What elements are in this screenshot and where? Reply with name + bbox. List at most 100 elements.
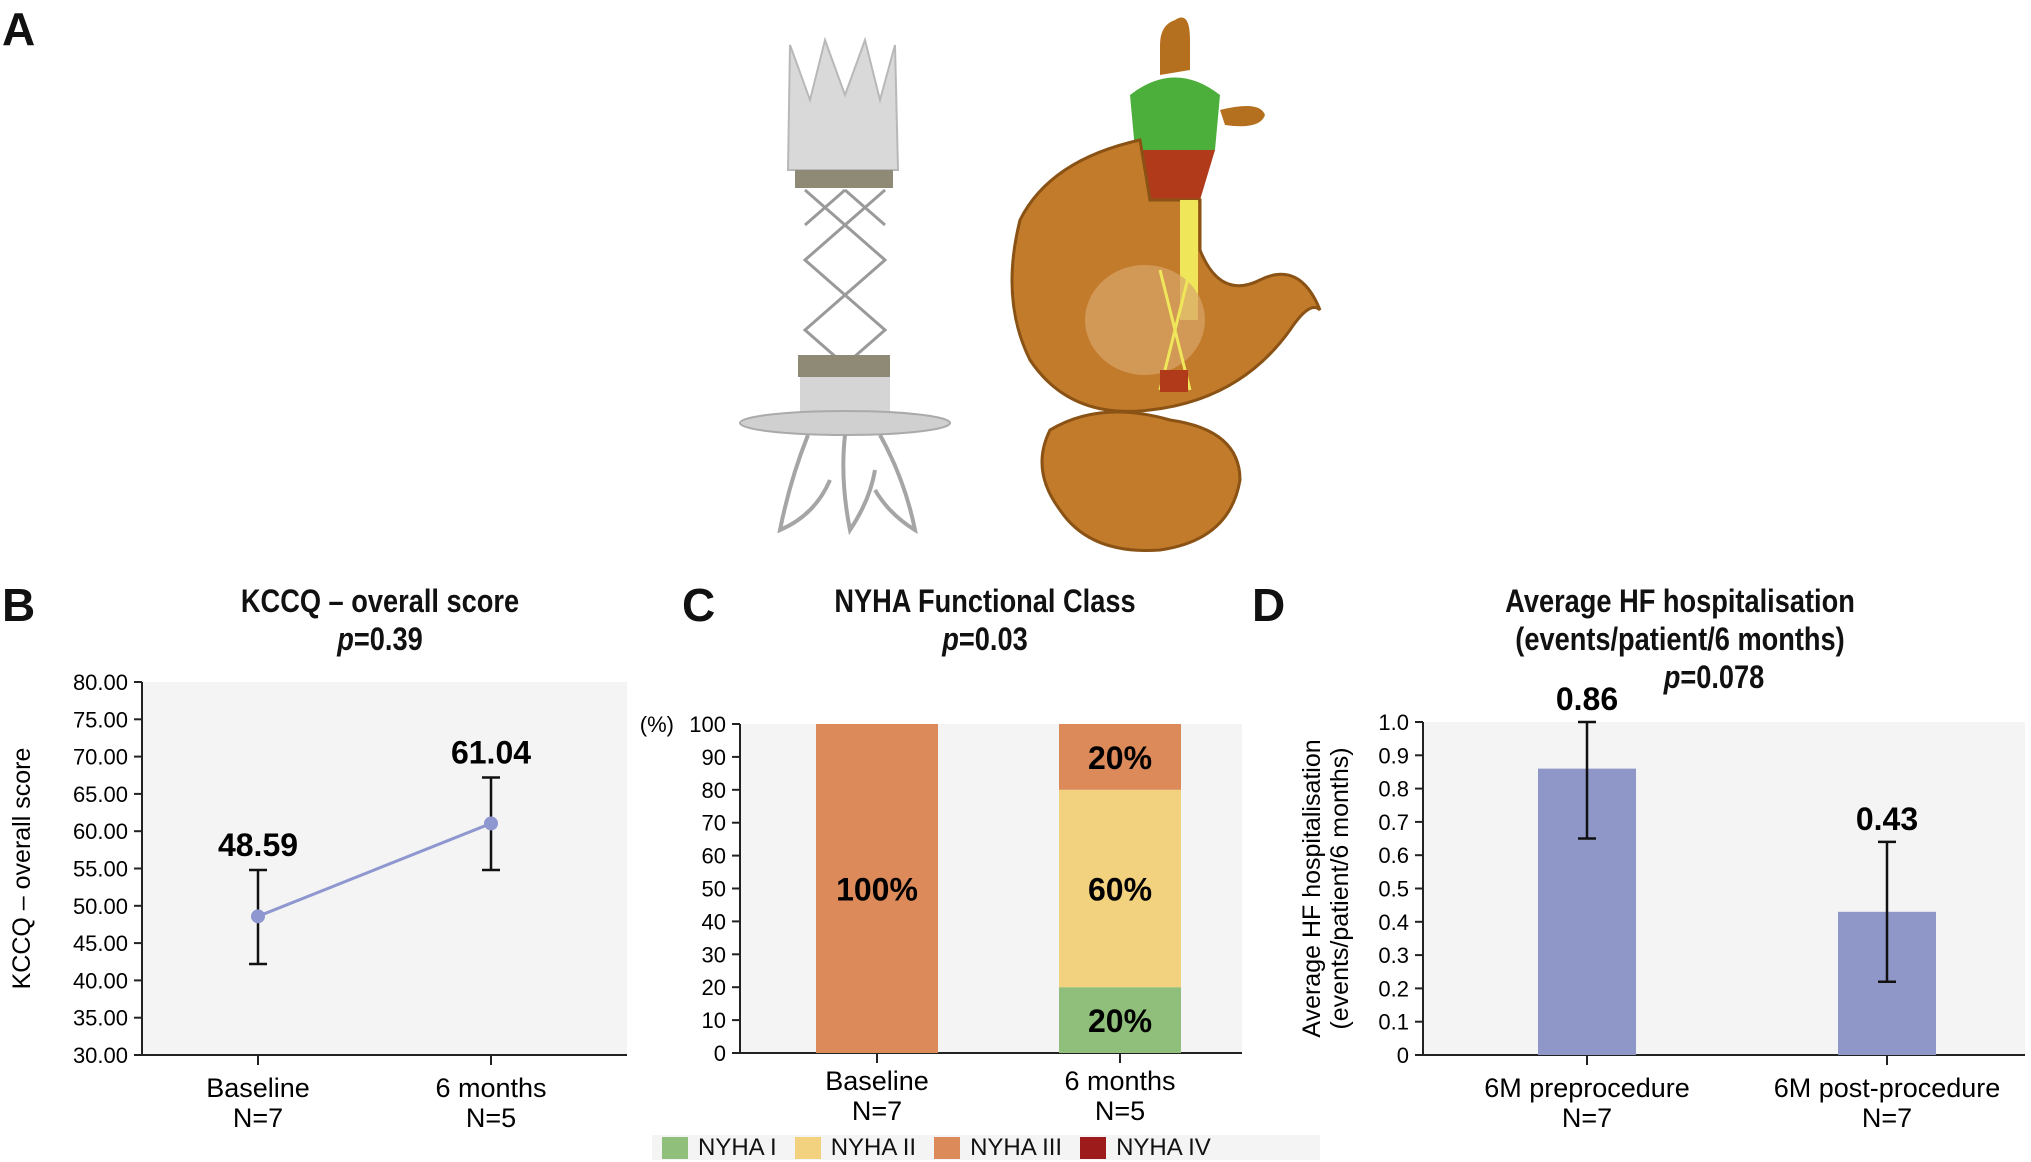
kccq-x-tick-n: N=7 bbox=[233, 1103, 283, 1133]
nyha-title-text: NYHA Functional Class bbox=[834, 583, 1136, 619]
kccq-value-label: 61.04 bbox=[451, 734, 531, 770]
nyha-p-value: p=0.03 bbox=[781, 620, 1189, 658]
kccq-p-number: =0.39 bbox=[353, 621, 423, 657]
panel-letter-a: A bbox=[2, 3, 36, 55]
kccq-x-tick-label: Baseline bbox=[206, 1073, 310, 1103]
nyha-y-tick-label: 80 bbox=[702, 778, 726, 803]
nyha-x-tick-label: 6 months bbox=[1064, 1066, 1175, 1096]
hf-value-label: 0.86 bbox=[1556, 681, 1618, 717]
kccq-p-prefix: p bbox=[337, 621, 354, 657]
hf-y-tick-label: 0 bbox=[1397, 1043, 1409, 1068]
kccq-plot-area bbox=[142, 682, 627, 1055]
kccq-y-tick-label: 75.00 bbox=[73, 707, 128, 732]
nyha-y-tick-label: 20 bbox=[702, 975, 726, 1000]
nyha-y-tick-label: 70 bbox=[702, 811, 726, 836]
kccq-title-text: KCCQ – overall score bbox=[240, 583, 520, 619]
kccq-p-value: p=0.39 bbox=[176, 620, 584, 658]
nyha-legend-swatch bbox=[662, 1136, 688, 1159]
hf-y-tick-label: 0.4 bbox=[1378, 910, 1409, 935]
nyha-p-prefix: p bbox=[942, 621, 959, 657]
kccq-x-tick-label: 6 months bbox=[435, 1073, 546, 1103]
kccq-data-point bbox=[251, 909, 265, 924]
hf-y-tick-label: 1.0 bbox=[1378, 710, 1409, 735]
hf-p-prefix: p bbox=[1663, 659, 1681, 695]
nyha-legend-label: NYHA III bbox=[970, 1133, 1063, 1161]
nyha-legend: NYHA I NYHA II NYHA III NYHA IV bbox=[652, 1133, 1320, 1162]
kccq-data-point bbox=[484, 816, 498, 831]
hf-y-tick-label: 0.5 bbox=[1378, 877, 1409, 902]
nyha-legend-label: NYHA II bbox=[830, 1133, 917, 1161]
valve-stent-illustration bbox=[739, 36, 951, 536]
kccq-line-chart: 80.00 75.00 70.00 65.00 60.00 55.00 50.00 45.00… bbox=[8, 670, 627, 1133]
kccq-y-tick-label: 35.00 bbox=[73, 1006, 128, 1031]
hf-x-tick-n: N=7 bbox=[1562, 1103, 1612, 1133]
nyha-segment-label: 60% bbox=[1088, 872, 1152, 908]
kccq-y-axis-label: KCCQ – overall score bbox=[8, 748, 36, 990]
kccq-chart-title: KCCQ – overall score p=0.39 bbox=[176, 582, 584, 658]
nyha-x-tick-n: N=5 bbox=[1095, 1096, 1145, 1126]
hf-p-number: =0.078 bbox=[1680, 659, 1765, 695]
kccq-y-tick-label: 70.00 bbox=[73, 745, 128, 770]
hf-y-tick-label: 0.7 bbox=[1378, 810, 1409, 835]
nyha-y-tick-label: 0 bbox=[714, 1041, 726, 1066]
valve-heart-illustration bbox=[739, 17, 1322, 552]
nyha-y-tick-label: 30 bbox=[702, 942, 726, 967]
nyha-x-tick-label: Baseline bbox=[825, 1066, 929, 1096]
hf-y-tick-label: 0.1 bbox=[1378, 1010, 1409, 1035]
kccq-y-tick-label: 65.00 bbox=[73, 782, 128, 807]
kccq-y-tick-label: 80.00 bbox=[73, 670, 128, 695]
kccq-y-tick-label: 60.00 bbox=[73, 819, 128, 844]
kccq-x-tick-n: N=5 bbox=[466, 1103, 516, 1133]
kccq-y-tick-label: 30.00 bbox=[73, 1043, 128, 1068]
nyha-legend-swatch bbox=[934, 1136, 961, 1159]
nyha-bar-segment bbox=[1059, 987, 1181, 1053]
heart-model-illustration bbox=[1010, 17, 1322, 552]
hf-x-tick-label: 6M post-procedure bbox=[1774, 1073, 2001, 1103]
nyha-y-tick-label: 100 bbox=[689, 712, 726, 737]
nyha-legend-item: NYHA II bbox=[794, 1133, 917, 1162]
nyha-p-number: =0.03 bbox=[958, 621, 1028, 657]
hf-title-line1: Average HF hospitalisation bbox=[1505, 583, 1855, 619]
nyha-segment-label: 100% bbox=[836, 872, 918, 908]
hf-x-tick-n: N=7 bbox=[1862, 1103, 1912, 1133]
nyha-legend-item: NYHA IV bbox=[1080, 1134, 1211, 1162]
nyha-bar-segment bbox=[816, 724, 938, 1053]
nyha-legend-label: NYHA I bbox=[698, 1133, 777, 1161]
nyha-y-tick-label: 50 bbox=[702, 877, 726, 902]
hf-y-tick-label: 0.9 bbox=[1378, 743, 1409, 768]
hf-y-tick-label: 0.6 bbox=[1378, 843, 1409, 868]
kccq-value-label: 48.59 bbox=[218, 827, 298, 863]
kccq-y-tick-label: 45.00 bbox=[73, 931, 128, 956]
kccq-y-tick-label: 40.00 bbox=[73, 968, 128, 993]
nyha-bar-segment bbox=[1059, 789, 1181, 988]
hf-y-axis-label-line2: (events/patient/6 months) bbox=[1326, 747, 1354, 1029]
nyha-y-unit: (%) bbox=[640, 712, 674, 737]
hf-title-line2: (events/patient/6 months) bbox=[1515, 621, 1845, 657]
nyha-x-tick-n: N=7 bbox=[852, 1096, 902, 1126]
hf-value-label: 0.43 bbox=[1856, 801, 1918, 837]
kccq-y-tick-label: 50.00 bbox=[73, 894, 128, 919]
nyha-legend-label: NYHA IV bbox=[1116, 1133, 1211, 1161]
hf-y-axis-label-line1: Average HF hospitalisation bbox=[1298, 739, 1326, 1037]
nyha-legend-item: NYHA III bbox=[934, 1134, 1062, 1162]
hf-y-tick-label: 0.3 bbox=[1378, 943, 1409, 968]
nyha-legend-swatch bbox=[794, 1136, 821, 1159]
nyha-y-tick-label: 90 bbox=[702, 745, 726, 770]
nyha-y-tick-label: 60 bbox=[702, 844, 726, 869]
hf-y-tick-label: 0.2 bbox=[1378, 976, 1409, 1001]
panel-letter-d: D bbox=[1252, 579, 1286, 631]
panel-letter-b: B bbox=[2, 579, 36, 631]
nyha-chart-title: NYHA Functional Class p=0.03 bbox=[781, 582, 1189, 658]
hf-p-value: p=0.078 bbox=[1502, 658, 1927, 696]
hf-y-tick-label: 0.8 bbox=[1378, 777, 1409, 802]
hf-x-tick-label: 6M preprocedure bbox=[1484, 1073, 1690, 1103]
nyha-legend-swatch bbox=[1080, 1136, 1107, 1159]
kccq-y-tick-label: 55.00 bbox=[73, 857, 128, 882]
hf-bar-chart: 1.0 0.9 0.8 0.7 0.6 0.5 0.4 0.3 0.2 0.1 0 Average H… bbox=[1298, 681, 2025, 1133]
panel-letter-c: C bbox=[682, 579, 716, 631]
nyha-legend-item: NYHA I bbox=[662, 1134, 777, 1162]
nyha-segment-label: 20% bbox=[1088, 1003, 1152, 1039]
nyha-stacked-bar-chart: 1009080706050403020100(%)100%BaselineN=7… bbox=[640, 712, 1242, 1126]
kccq-series-line bbox=[257, 822, 492, 918]
nyha-y-tick-label: 40 bbox=[702, 909, 726, 934]
